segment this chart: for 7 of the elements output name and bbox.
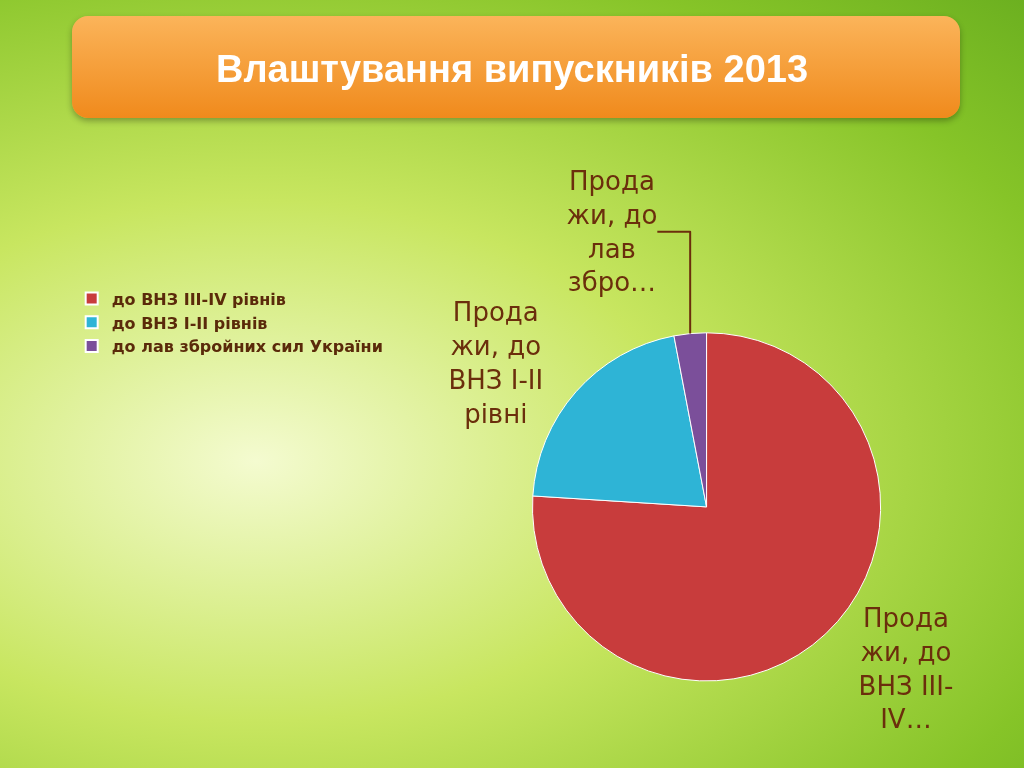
legend-label: до лав збройних сил України: [111, 337, 383, 357]
chart-title: Влаштування випускників 2013: [215, 48, 809, 91]
data-label: Прода жи, до ВНЗ III- IV…: [858, 602, 954, 735]
legend-label: до ВНЗ І-ІІ рівнів: [111, 313, 268, 333]
data-label: Прода жи, до лав збро…: [566, 165, 658, 298]
legend-label: до ВНЗ III-IV рівнів: [111, 289, 286, 309]
data-label: Прода жи, до ВНЗ I-II рівні: [448, 297, 544, 429]
